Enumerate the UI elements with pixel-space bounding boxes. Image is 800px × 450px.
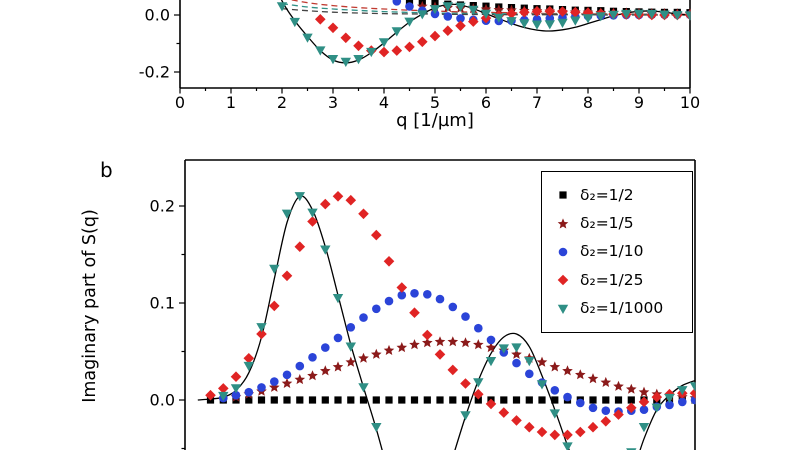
y-tick-label: -0.2 bbox=[139, 63, 170, 82]
legend-label: δ₂=1/2 bbox=[580, 185, 634, 204]
panel-b-y-axis-label: Imaginary part of S(q) bbox=[80, 209, 100, 403]
y-tick-label: 0.1 bbox=[150, 294, 175, 313]
series-delta2-1-1000 bbox=[218, 192, 696, 450]
ticks bbox=[174, 14, 691, 94]
series-delta2-1-25 bbox=[205, 191, 696, 441]
x-tick-label: 2 bbox=[277, 93, 287, 112]
tick-labels: 0.0 0.1 0.2 bbox=[150, 197, 175, 410]
legend-label: δ₂=1/25 bbox=[580, 270, 644, 289]
legend-entry-3: δ₂=1/25 bbox=[555, 272, 692, 288]
legend: δ₂=1/2 δ₂=1/5 δ₂=1/10 δ₂=1/25 δ₂=1/1000 bbox=[541, 171, 693, 333]
series-solid-line bbox=[197, 195, 696, 450]
y-tick-label: 0.0 bbox=[150, 391, 175, 410]
series-delta2-1-1000 bbox=[276, 2, 691, 67]
square-marker-icon bbox=[559, 191, 567, 199]
x-tick-label: 3 bbox=[328, 93, 338, 112]
legend-entry-1: δ₂=1/5 bbox=[555, 213, 692, 232]
x-tick-label: 9 bbox=[634, 93, 644, 112]
x-tick-label: 1 bbox=[226, 93, 236, 112]
legend-label: δ₂=1/10 bbox=[580, 242, 644, 261]
triangle-down-marker-icon bbox=[557, 304, 569, 314]
x-tick-label: 5 bbox=[430, 93, 440, 112]
legend-entry-4: δ₂=1/1000 bbox=[555, 298, 692, 317]
circle-marker-icon bbox=[558, 247, 568, 257]
ticks bbox=[179, 205, 185, 450]
x-tick-label: 0 bbox=[175, 93, 185, 112]
star-marker-icon bbox=[557, 218, 569, 229]
panel-a-x-axis-label: q [1/µm] bbox=[396, 110, 474, 131]
x-tick-label: 7 bbox=[532, 93, 542, 112]
panel-b-label: b bbox=[100, 158, 113, 182]
legend-entry-0: δ₂=1/2 bbox=[555, 187, 692, 203]
panel-a-plot: 0 1 2 3 4 5 6 7 8 9 10 0.0 -0.2 bbox=[139, 0, 700, 112]
series-delta2-1-2 bbox=[206, 396, 696, 404]
y-tick-label: 0.2 bbox=[150, 197, 175, 216]
x-tick-label: 10 bbox=[680, 93, 700, 112]
legend-label: δ₂=1/5 bbox=[580, 213, 634, 232]
tick-labels: 0 1 2 3 4 5 6 7 8 9 10 0.0 -0.2 bbox=[139, 6, 700, 113]
x-tick-label: 4 bbox=[379, 93, 389, 112]
x-tick-label: 8 bbox=[583, 93, 593, 112]
y-tick-label: 0.0 bbox=[145, 6, 170, 25]
legend-label: δ₂=1/1000 bbox=[580, 298, 664, 317]
panel-b-plot: 0.0 0.1 0.2 bbox=[150, 159, 696, 450]
legend-entry-2: δ₂=1/10 bbox=[555, 244, 692, 260]
x-tick-label: 6 bbox=[481, 93, 491, 112]
diamond-marker-icon bbox=[557, 275, 569, 286]
